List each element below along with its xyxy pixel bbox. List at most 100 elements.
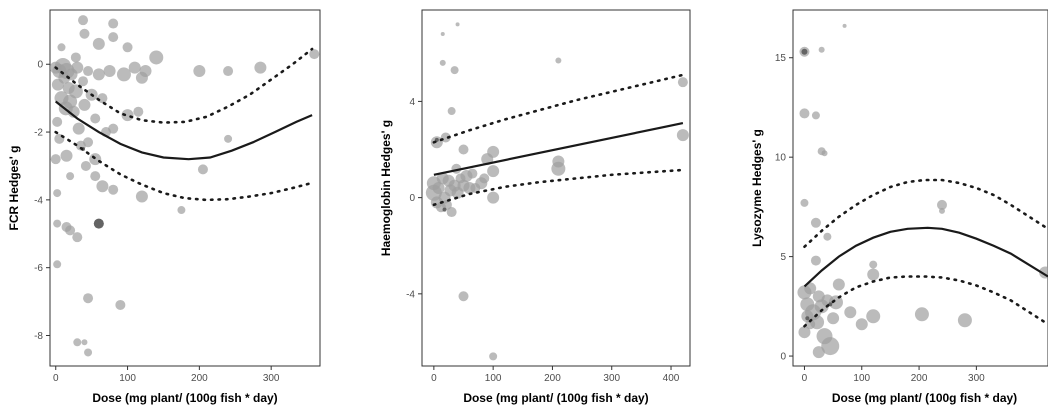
data-point — [108, 18, 119, 29]
data-point — [53, 189, 62, 198]
data-point — [80, 160, 91, 171]
data-point — [799, 108, 810, 119]
x-tick-label: 100 — [119, 373, 136, 384]
x-tick-label: 200 — [544, 373, 561, 384]
y-tick-label: -4 — [406, 289, 415, 300]
data-point — [79, 28, 90, 39]
data-point — [827, 312, 840, 325]
ci-lower-line — [803, 275, 1048, 328]
data-point — [439, 59, 446, 66]
data-point — [821, 150, 828, 157]
data-point-dark — [805, 316, 810, 321]
data-point — [914, 307, 929, 322]
y-tick-label: 10 — [775, 153, 787, 164]
data-point — [108, 32, 119, 43]
x-tick-label: 400 — [663, 373, 680, 384]
data-point — [128, 61, 141, 74]
data-point — [487, 165, 500, 178]
x-tick-label: 0 — [53, 373, 59, 384]
data-point — [676, 129, 689, 142]
data-point-dark — [801, 48, 808, 55]
data-point — [103, 65, 116, 78]
data-point — [53, 260, 62, 269]
data-point — [73, 338, 82, 347]
fit-line — [433, 122, 684, 176]
x-tick-label: 300 — [968, 373, 985, 384]
data-point — [177, 206, 186, 215]
y-tick-label: -8 — [34, 331, 43, 342]
ci-upper-line — [54, 47, 314, 124]
data-point — [430, 136, 443, 149]
data-point — [450, 66, 459, 75]
ci-upper-line — [803, 178, 1048, 248]
chart-panel-2: 0 100 200 300 400 -4 0 4 Dose (mg plant/ (100g f… — [379, 9, 691, 405]
plot-area — [50, 15, 320, 357]
data-point — [487, 191, 500, 204]
data-point — [63, 94, 78, 109]
data-point — [133, 106, 144, 117]
data-point — [68, 84, 83, 99]
data-point — [84, 348, 93, 357]
plot-border — [792, 9, 1048, 367]
data-point — [116, 67, 131, 82]
data-point — [71, 61, 84, 74]
plot-area — [797, 23, 1048, 359]
fit-line — [55, 100, 313, 161]
data-point — [223, 66, 234, 77]
x-tick-label: 200 — [191, 373, 208, 384]
data-point — [812, 346, 825, 359]
data-point — [57, 43, 66, 52]
y-tick-label: 5 — [780, 252, 786, 263]
data-point — [798, 326, 811, 339]
data-point — [805, 319, 816, 330]
data-point — [441, 199, 452, 210]
data-point — [83, 66, 94, 77]
y-tick-label: -6 — [34, 263, 43, 274]
data-point — [842, 23, 847, 28]
data-point — [432, 182, 445, 194]
data-point — [844, 306, 857, 319]
data-point — [479, 173, 490, 184]
data-point — [447, 107, 456, 116]
data-point — [800, 198, 809, 207]
y-tick-label: 0 — [409, 193, 415, 204]
data-point — [81, 339, 88, 346]
data-point — [440, 32, 445, 37]
data-point — [97, 93, 108, 104]
data-point — [83, 293, 94, 304]
data-point — [89, 153, 102, 166]
data-point — [53, 219, 62, 228]
data-point — [108, 184, 119, 195]
y-tick-label: 4 — [409, 97, 415, 108]
data-point — [197, 164, 208, 175]
ci-upper-line — [432, 73, 685, 144]
data-point — [70, 52, 81, 63]
data-point — [458, 144, 469, 155]
data-point — [254, 61, 267, 74]
data-point — [115, 299, 126, 310]
data-point — [193, 65, 206, 78]
plot-area — [425, 22, 689, 361]
data-point — [489, 352, 498, 361]
x-tick-label: 0 — [431, 373, 437, 384]
data-point — [92, 37, 105, 50]
y-tick-label: 0 — [37, 60, 43, 71]
x-axis-title: Dose (mg plant/ (100g fish * day) — [832, 391, 1017, 405]
y-axis-title: Lysozyme Hedges' g — [750, 129, 764, 247]
x-axis-title: Dose (mg plant/ (100g fish * day) — [463, 391, 648, 405]
data-point — [65, 225, 76, 236]
data-point — [811, 111, 820, 120]
data-point — [552, 155, 565, 168]
data-point — [458, 291, 469, 302]
data-point — [309, 49, 320, 60]
data-point — [78, 76, 89, 87]
data-point — [867, 268, 880, 281]
data-point — [467, 168, 478, 179]
data-point — [936, 199, 947, 210]
data-point — [810, 217, 821, 228]
fit-line — [803, 226, 1048, 288]
y-tick-label: -4 — [34, 195, 43, 206]
data-point — [90, 171, 101, 182]
data-point — [78, 15, 89, 26]
